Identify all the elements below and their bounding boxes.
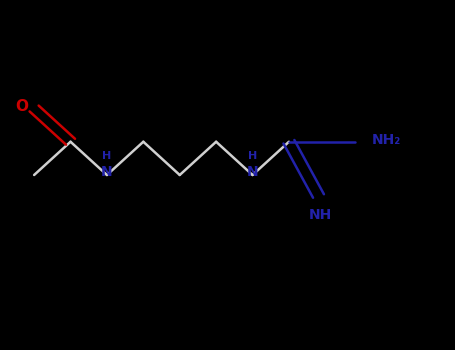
Text: H: H	[248, 151, 257, 161]
Text: NH: NH	[309, 208, 333, 222]
Text: N: N	[101, 164, 113, 178]
Text: N: N	[247, 164, 258, 178]
Text: H: H	[102, 151, 111, 161]
Text: O: O	[15, 99, 28, 114]
Text: NH₂: NH₂	[372, 133, 401, 147]
